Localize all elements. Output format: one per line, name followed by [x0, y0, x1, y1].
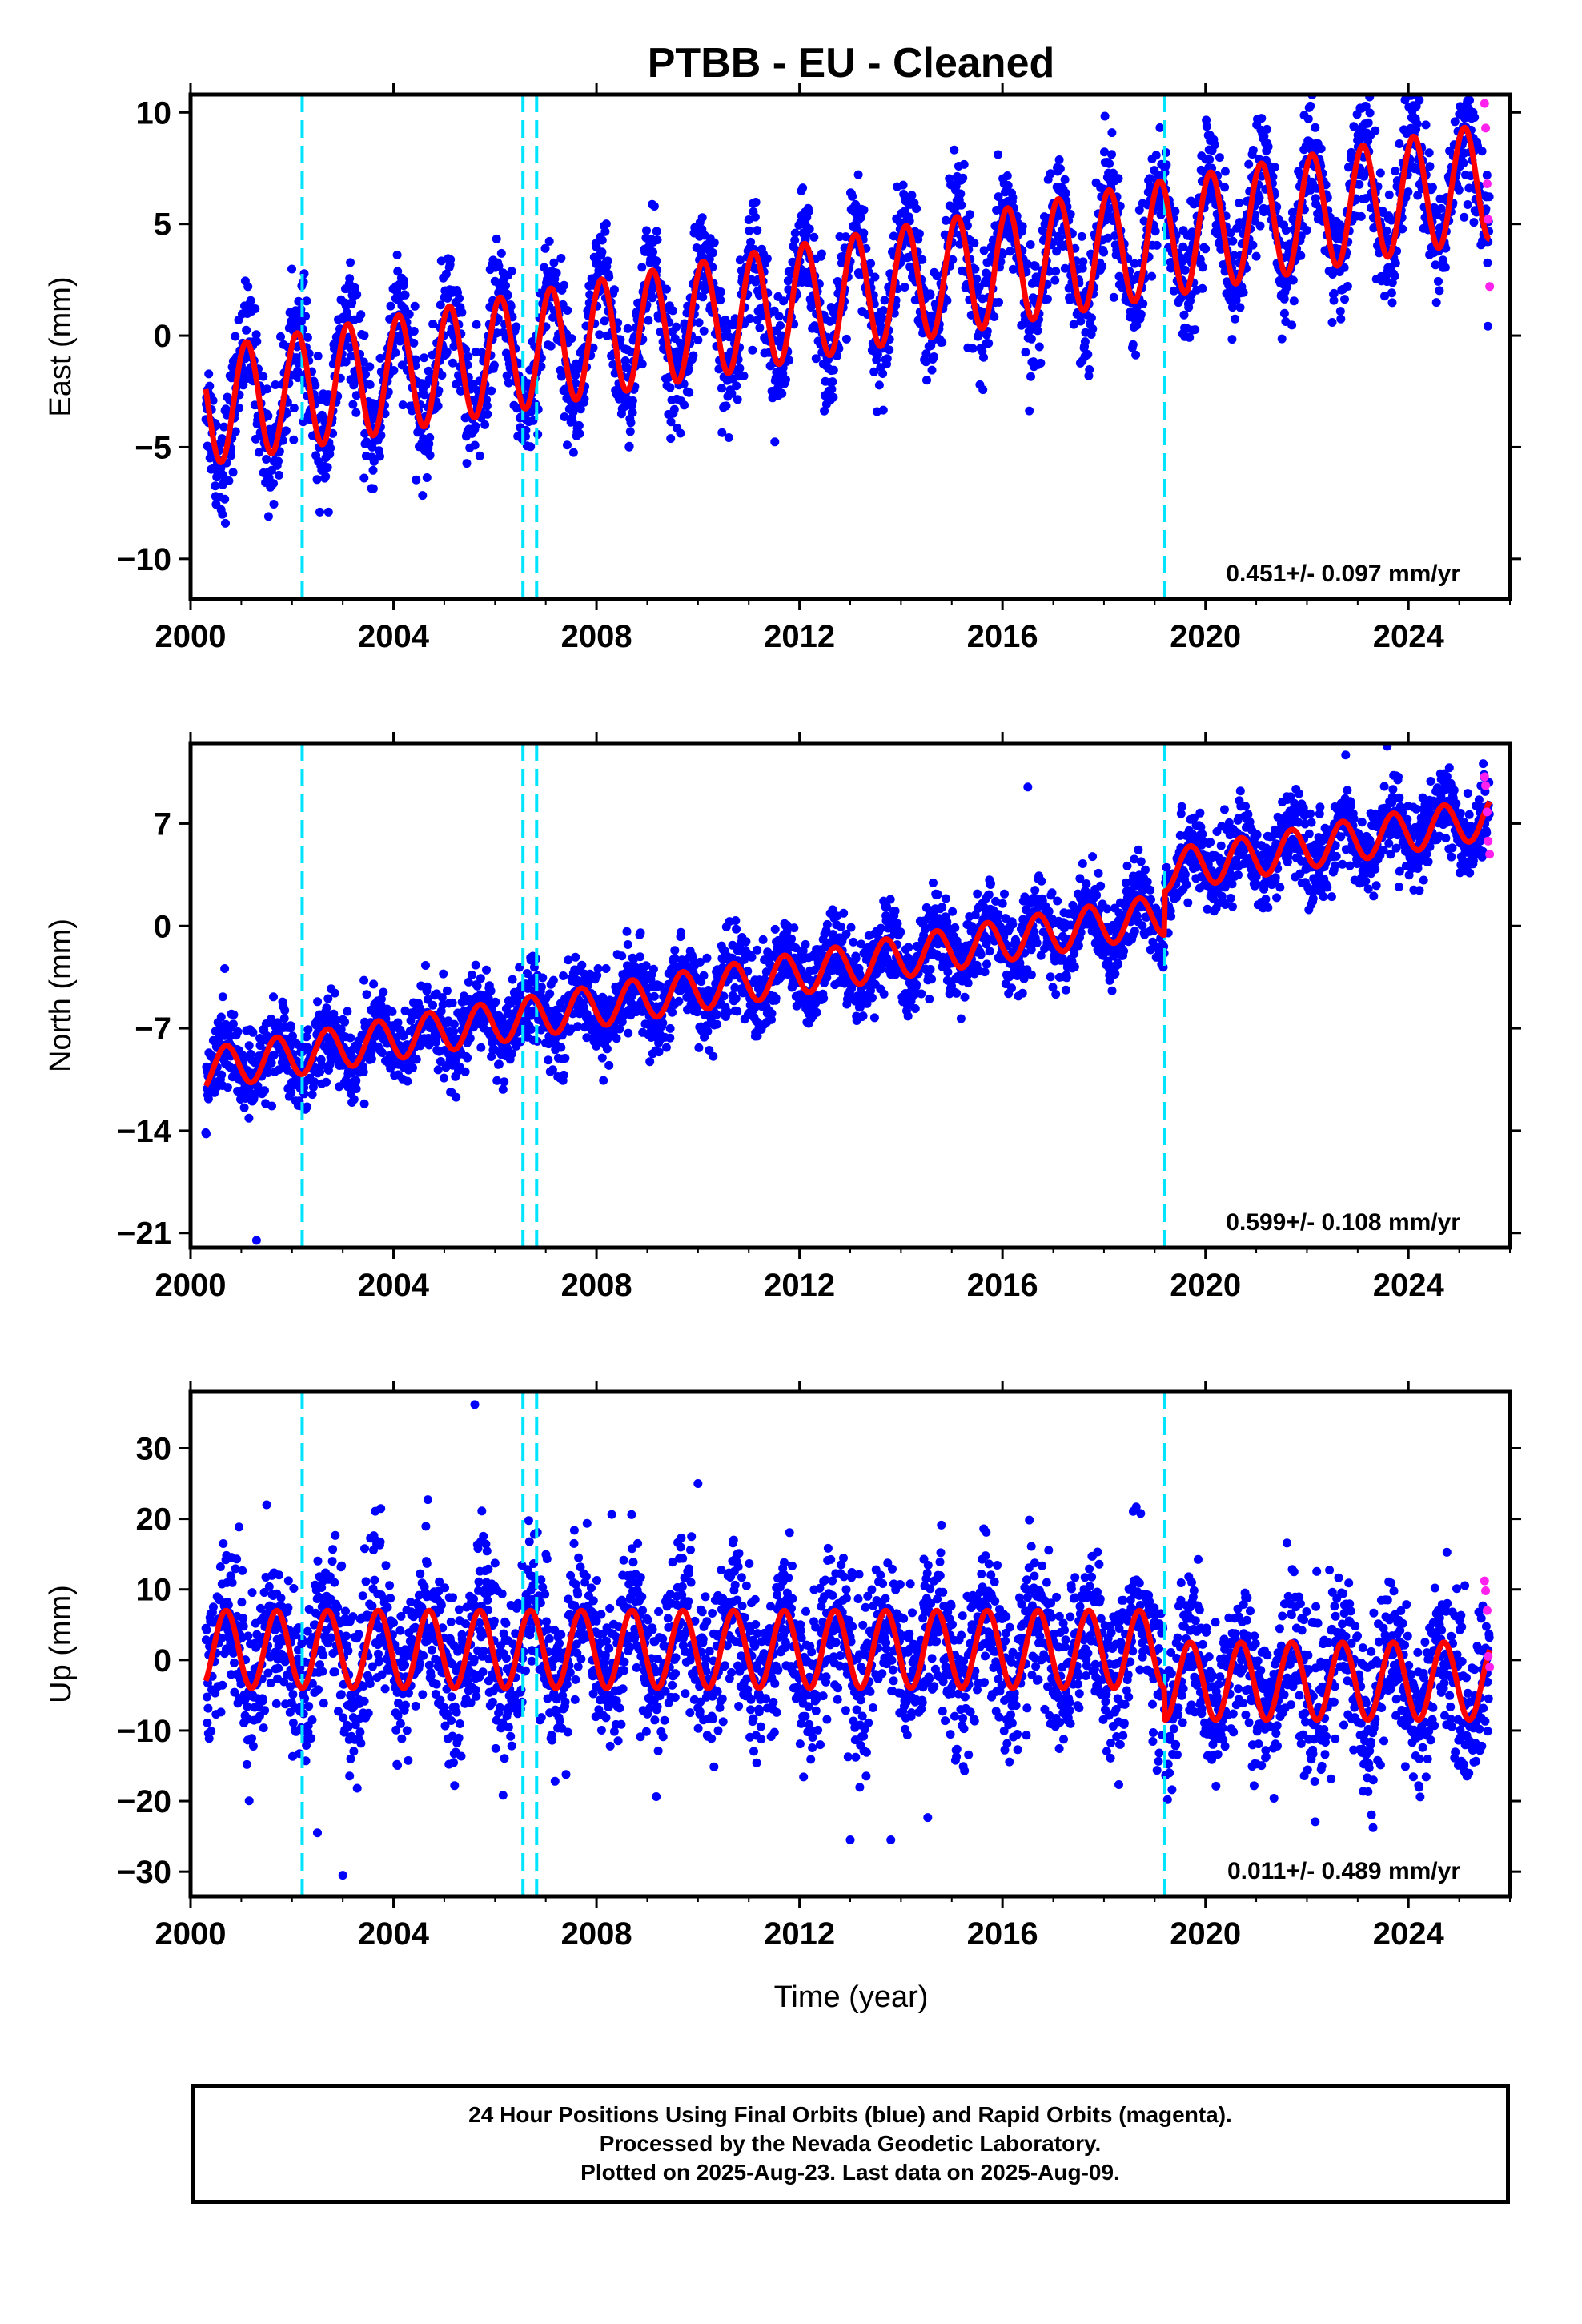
- x-tick-label: 2016: [967, 1916, 1038, 1952]
- plot-area: [201, 94, 1495, 599]
- rapid-orbit-point: [1481, 781, 1491, 790]
- rapid-orbit-point: [1484, 1651, 1493, 1661]
- final-orbit-points: [201, 743, 1494, 1245]
- x-tick-label: 2000: [155, 619, 227, 654]
- x-tick-label: 2020: [1170, 619, 1241, 654]
- rapid-orbit-point: [1485, 850, 1495, 859]
- y-tick-label: 0: [154, 1643, 171, 1679]
- rapid-orbit-point: [1480, 1576, 1489, 1586]
- rapid-orbit-point: [1482, 807, 1492, 817]
- y-axis-label: Up (mm): [44, 1585, 78, 1703]
- rapid-orbit-point: [1485, 282, 1495, 292]
- footer-caption-box: 24 Hour Positions Using Final Orbits (bl…: [191, 2084, 1510, 2204]
- x-tick-label: 2000: [155, 1268, 227, 1303]
- y-tick-label: −10: [117, 1714, 171, 1749]
- x-tick-label: 2000: [155, 1916, 227, 1952]
- velocity-label: 0.451+/- 0.097 mm/yr: [1226, 561, 1460, 587]
- x-tick-label: 2008: [561, 1916, 632, 1952]
- model-fit-line: [203, 1607, 1492, 1723]
- y-tick-label: 5: [154, 207, 171, 243]
- model-fit-line: [203, 800, 1492, 1088]
- y-tick-label: −20: [117, 1784, 171, 1819]
- figure-title: PTBB - EU - Cleaned: [648, 40, 1055, 86]
- y-tick-label: 10: [136, 1573, 172, 1608]
- footer-line-2: Processed by the Nevada Geodetic Laborat…: [599, 2131, 1102, 2156]
- x-tick-label: 2004: [358, 619, 430, 654]
- plot-area: [201, 743, 1495, 1248]
- y-tick-label: −10: [117, 542, 171, 577]
- rapid-orbit-point: [1484, 215, 1493, 224]
- velocity-label: 0.011+/- 0.489 mm/yr: [1227, 1858, 1460, 1884]
- model-fit-line: [203, 124, 1492, 465]
- y-tick-label: −30: [117, 1855, 171, 1890]
- velocity-label: 0.599+/- 0.108 mm/yr: [1226, 1209, 1460, 1236]
- y-tick-label: 10: [136, 95, 172, 131]
- x-tick-label: 2004: [358, 1916, 430, 1952]
- final-orbit-points: [201, 94, 1494, 528]
- x-tick-label: 2008: [561, 1268, 632, 1303]
- y-tick-label: 0: [154, 319, 171, 354]
- x-tick-label: 2024: [1373, 1916, 1445, 1952]
- rapid-orbit-point: [1480, 772, 1489, 782]
- footer-line-1: 24 Hour Positions Using Final Orbits (bl…: [468, 2102, 1232, 2127]
- rapid-orbit-point: [1485, 1663, 1495, 1672]
- y-tick-label: 30: [136, 1431, 172, 1466]
- y-tick-label: 0: [154, 909, 171, 944]
- rapid-orbit-point: [1482, 1606, 1492, 1615]
- up-panel: 2000 2004 2008 2012 2016 2020 2024 30 20 10 0 −10 −2…: [44, 1381, 1521, 1952]
- x-tick-label: 2020: [1170, 1916, 1241, 1952]
- y-tick-label: 20: [136, 1502, 172, 1538]
- x-tick-label: 2016: [967, 1268, 1038, 1303]
- y-axis-label: North (mm): [44, 919, 78, 1072]
- x-axis-label: Time (year): [774, 1980, 929, 2014]
- plot-area: [201, 1392, 1495, 1896]
- rapid-orbit-point: [1481, 1586, 1491, 1595]
- x-tick-label: 2016: [967, 619, 1038, 654]
- y-tick-label: −5: [135, 430, 171, 465]
- rapid-orbit-point: [1480, 99, 1489, 108]
- y-axis-label: East (mm): [44, 276, 78, 416]
- x-tick-label: 2024: [1373, 1268, 1445, 1303]
- x-tick-label: 2012: [764, 619, 835, 654]
- x-tick-label: 2012: [764, 1268, 835, 1303]
- footer-line-3: Plotted on 2025-Aug-23. Last data on 202…: [580, 2160, 1120, 2185]
- x-tick-label: 2024: [1373, 619, 1445, 654]
- north-panel: 2000 2004 2008 2012 2016 2020 2024 7 0 −7 −14 −21 No…: [44, 732, 1521, 1303]
- y-tick-label: −7: [135, 1011, 171, 1047]
- x-tick-label: 2008: [561, 619, 632, 654]
- y-tick-label: −21: [117, 1216, 171, 1252]
- rapid-orbit-point: [1484, 836, 1493, 846]
- y-tick-label: −14: [117, 1114, 172, 1149]
- rapid-orbit-point: [1482, 179, 1492, 189]
- east-panel: 2000 2004 2008 2012 2016 2020 2024 10 5 0 −5 −10 Eas…: [44, 83, 1521, 654]
- x-tick-label: 2004: [358, 1268, 430, 1303]
- x-tick-label: 2012: [764, 1916, 835, 1952]
- rapid-orbit-point: [1481, 123, 1491, 133]
- y-tick-label: 7: [154, 806, 171, 842]
- x-tick-label: 2020: [1170, 1268, 1241, 1303]
